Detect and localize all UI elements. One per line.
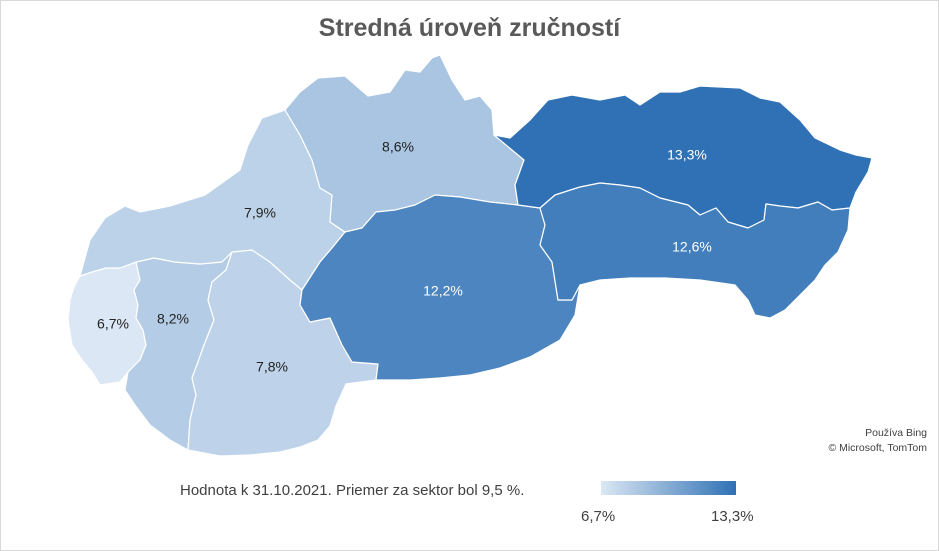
map-attribution: Používa Bing © Microsoft, TomTom <box>828 426 927 456</box>
legend-min-label: 6,7% <box>581 508 616 525</box>
region-label-presov: 13,3% <box>667 147 707 163</box>
date-average-note: Hodnota k 31.10.2021. Priemer za sektor … <box>180 482 525 499</box>
attribution-bing: Používa Bing <box>865 427 927 439</box>
legend-max-label: 13,3% <box>711 508 754 525</box>
region-label-zilina: 8,6% <box>382 139 414 155</box>
region-kosice[interactable] <box>539 182 851 319</box>
region-label-bratislava: 6,7% <box>97 316 129 332</box>
region-label-nitra: 7,8% <box>256 359 288 375</box>
color-scale-legend <box>601 481 736 495</box>
region-label-banska-bystrica: 12,2% <box>423 283 463 299</box>
attribution-copyright: © Microsoft, TomTom <box>828 442 927 454</box>
region-label-trnava: 8,2% <box>157 311 189 327</box>
region-label-kosice: 12,6% <box>672 239 712 255</box>
map-title: Stredná úroveň zručností <box>318 14 621 42</box>
region-banska-bystrica[interactable] <box>299 194 581 381</box>
region-label-trencin: 7,9% <box>244 205 276 221</box>
